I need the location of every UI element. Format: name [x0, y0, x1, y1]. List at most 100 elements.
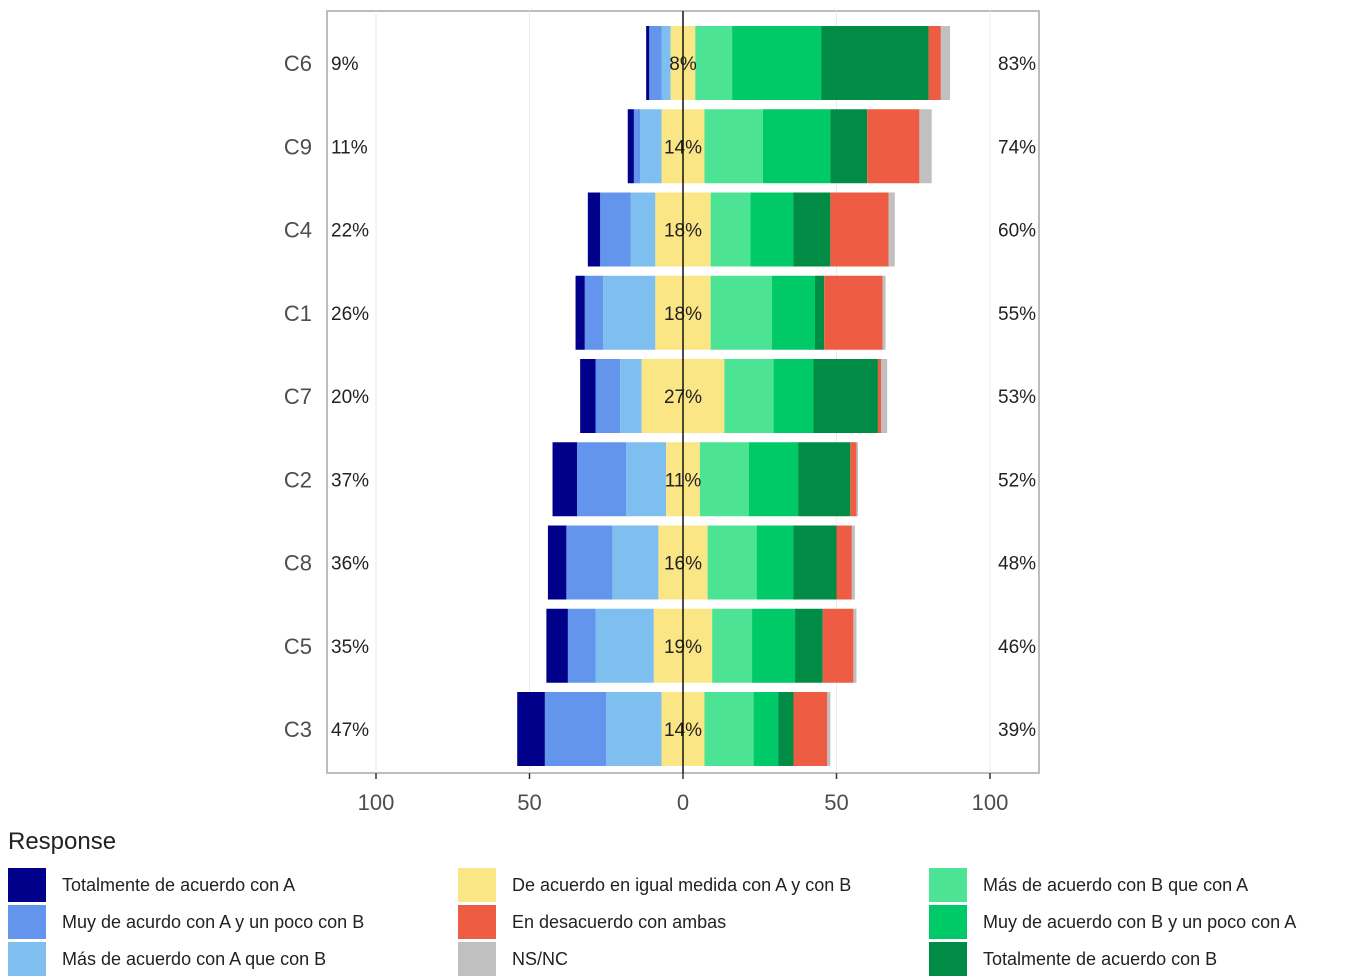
bar-segment-C2-6495ED: [577, 442, 627, 517]
x-tick-label-2: 0: [677, 790, 689, 815]
bar-segment-C2-7FBFEF: [626, 442, 667, 517]
bar-segment-C7-00008B: [580, 359, 596, 433]
bar-segment-C8-C0C0C0: [851, 525, 855, 600]
left-pct-label-C7: 20%: [331, 387, 369, 408]
bar-segment-C8-00008B: [547, 525, 567, 600]
left-pct-label-C6: 9%: [331, 54, 359, 75]
bar-segment-C1-00C968: [772, 275, 816, 350]
bar-segment-C3-008C45: [778, 692, 794, 766]
legend-label: Muy de acurdo con A y un poco con B: [62, 911, 365, 932]
bar-segment-C5-C0C0C0: [853, 608, 857, 683]
bar-segment-C1-4DE394: [710, 275, 773, 350]
bar-segment-C4-C0C0C0: [888, 192, 895, 267]
bar-segment-C8-6495ED: [566, 525, 613, 600]
bar-segment-C5-00C968: [752, 608, 796, 683]
legend-item: NS/NC: [458, 942, 568, 976]
left-pct-label-C4: 22%: [331, 221, 369, 242]
bar-segment-C8-4DE394: [707, 525, 757, 600]
bar-segment-C1-7FBFEF: [603, 275, 656, 350]
bar-segment-C4-7FBFEF: [630, 192, 656, 267]
bar-segment-C3-EE5D43: [793, 692, 828, 766]
bar-segment-C7-008C45: [813, 359, 878, 433]
legend-swatch: [8, 942, 46, 976]
bar-segment-C8-EE5D43: [836, 525, 852, 600]
y-tick-label-C2: C2: [284, 467, 312, 492]
bar-segment-C7-7FBFEF: [620, 359, 642, 433]
x-tick-label-4: 100: [972, 790, 1009, 815]
y-tick-label-C6: C6: [284, 51, 312, 76]
bar-segment-C3-00008B: [517, 692, 545, 766]
bar-segment-C9-6495ED: [633, 109, 641, 184]
legend-label: Muy de acuerdo con B y un poco con A: [983, 911, 1297, 932]
legend-label: En desacuerdo con ambas: [512, 911, 727, 932]
legend-swatch: [458, 942, 496, 976]
bar-segment-C1-C0C0C0: [882, 275, 886, 350]
left-pct-label-C5: 35%: [331, 637, 369, 658]
left-pct-label-C1: 26%: [331, 304, 369, 325]
bar-segment-C5-4DE394: [712, 608, 753, 683]
bar-segment-C7-6495ED: [595, 359, 621, 433]
bar-segment-C6-EE5D43: [928, 26, 941, 100]
bar-segment-C2-00C968: [749, 442, 799, 517]
bar-segment-C2-008C45: [798, 442, 851, 517]
bar-segment-C5-7FBFEF: [595, 608, 654, 683]
legend-item: Totalmente de acuerdo con B: [929, 942, 1217, 976]
right-pct-label-C5: 46%: [998, 637, 1036, 658]
bar-segment-C6-00008B: [646, 26, 650, 100]
bar-segment-C7-4DE394: [724, 359, 774, 433]
bar-segment-C1-008C45: [815, 275, 825, 350]
y-tick-label-C5: C5: [284, 634, 312, 659]
legend-swatch: [458, 905, 496, 939]
y-tick-label-C4: C4: [284, 218, 312, 243]
legend-item: Muy de acuerdo con B y un poco con A: [929, 905, 1296, 939]
right-pct-label-C4: 60%: [998, 221, 1036, 242]
diverging-bar-chart: C6 9% 8% 83%C9 11% 14% 74%C4 22% 18% 60%C1 26% 18% 5…: [284, 10, 1040, 815]
legend-title: Response: [8, 828, 117, 855]
bar-segment-C9-4DE394: [704, 109, 763, 184]
bar-segment-C3-4DE394: [704, 692, 754, 766]
y-tick-label-C8: C8: [284, 551, 312, 576]
x-tick-label-3: 50: [824, 790, 848, 815]
bar-segment-C3-7FBFEF: [606, 692, 662, 766]
bar-segment-C6-008C45: [821, 26, 929, 100]
right-pct-label-C2: 52%: [998, 470, 1036, 491]
bar-segment-C3-00C968: [753, 692, 779, 766]
bar-segment-C2-EE5D43: [850, 442, 857, 517]
bar-segment-C4-00C968: [750, 192, 794, 267]
bar-segment-C1-EE5D43: [824, 275, 883, 350]
y-tick-label-C9: C9: [284, 134, 312, 159]
y-tick-label-C3: C3: [284, 717, 312, 742]
bar-segment-C1-00008B: [575, 275, 585, 350]
bar-segment-C9-00C968: [762, 109, 831, 184]
bar-segment-C2-C0C0C0: [856, 442, 858, 517]
bar-segment-C3-C0C0C0: [827, 692, 831, 766]
bar-segment-C5-00008B: [546, 608, 568, 683]
legend-label: Más de acuerdo con B que con A: [983, 874, 1249, 895]
y-tick-label-C1: C1: [284, 301, 312, 326]
left-pct-label-C9: 11%: [331, 137, 368, 158]
right-pct-label-C9: 74%: [998, 137, 1036, 158]
bar-segment-C3-6495ED: [544, 692, 607, 766]
left-pct-label-C3: 47%: [331, 720, 369, 741]
legend-label: Totalmente de acuerdo con A: [62, 874, 296, 895]
right-pct-label-C8: 48%: [998, 554, 1036, 575]
bar-segment-C9-EE5D43: [867, 109, 920, 184]
bar-segment-C8-008C45: [793, 525, 837, 600]
legend-item: De acuerdo en igual medida con A y con B: [458, 868, 851, 902]
legend-item: Más de acuerdo con A que con B: [8, 942, 326, 976]
bar-segment-C8-7FBFEF: [612, 525, 659, 600]
legend-swatch: [929, 942, 967, 976]
bar-segment-C9-7FBFEF: [640, 109, 662, 184]
bar-segment-C7-C0C0C0: [881, 359, 888, 433]
x-tick-label-1: 50: [517, 790, 541, 815]
legend-label: De acuerdo en igual medida con A y con B: [512, 874, 852, 895]
bar-segment-C5-6495ED: [567, 608, 596, 683]
legend-swatch: [929, 905, 967, 939]
legend-swatch: [8, 868, 46, 902]
bar-segment-C4-4DE394: [710, 192, 751, 267]
right-pct-label-C1: 55%: [998, 304, 1036, 325]
bar-segment-C9-C0C0C0: [919, 109, 932, 184]
bar-segment-C9-00008B: [627, 109, 634, 184]
legend-swatch: [458, 868, 496, 902]
bar-segment-C9-008C45: [830, 109, 868, 184]
